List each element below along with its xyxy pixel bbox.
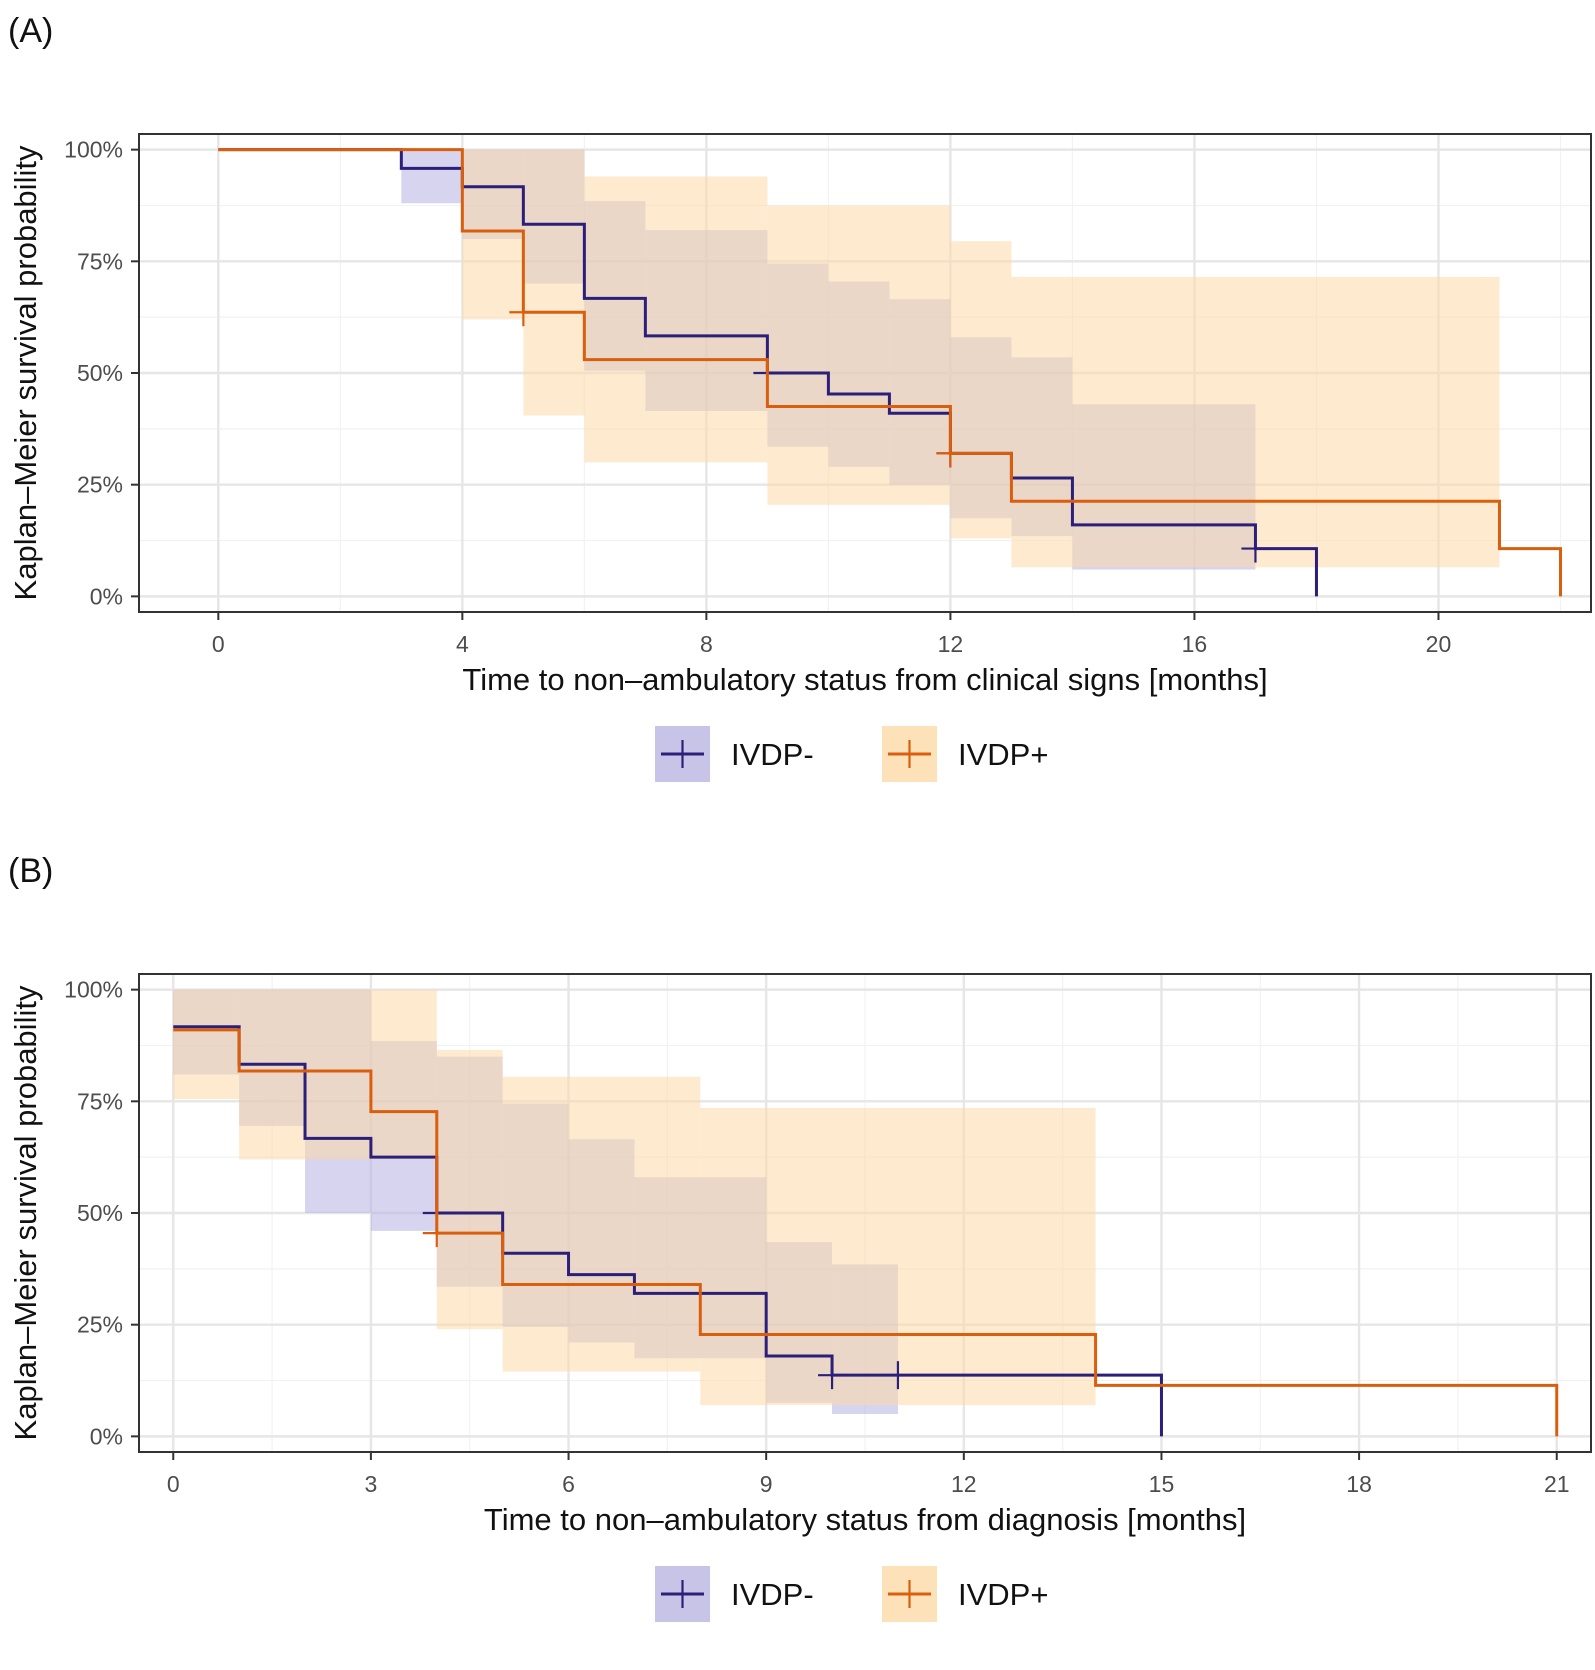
y-tick-label: 75% [77, 1088, 123, 1114]
y-tick-label: 25% [77, 1312, 123, 1338]
ivdp-plus-ci-band [436, 1049, 503, 1330]
x-tick-label: 8 [700, 631, 713, 657]
y-tick-label: 50% [77, 360, 123, 386]
ivdp-plus-ci-band [173, 989, 240, 1100]
x-tick-label: 12 [938, 631, 964, 657]
ivdp-plus-ci-band [767, 205, 951, 505]
x-tick-label: 3 [364, 1471, 377, 1497]
x-tick-label: 0 [167, 1471, 180, 1497]
ivdp-plus-survival-line [173, 1028, 1559, 1437]
y-tick-label: 75% [77, 248, 123, 274]
x-tick-label: 12 [951, 1471, 977, 1497]
ivdp-minus-legend-label: IVDP- [731, 737, 814, 772]
ivdp-plus-survival-line [218, 148, 1562, 597]
ivdp-plus-ci-band [462, 149, 524, 320]
ivdp-minus-legend-label: IVDP- [731, 1577, 814, 1612]
ivdp-plus-legend-label: IVDP+ [958, 737, 1048, 772]
x-tick-label: 4 [456, 631, 469, 657]
legend: IVDP- IVDP+ [655, 1566, 1048, 1622]
y-tick-label: 50% [77, 1200, 123, 1226]
ivdp-minus-ci-band [401, 149, 463, 204]
y-tick-label: 100% [64, 977, 123, 1003]
ivdp-plus-ci-band [502, 1076, 701, 1372]
x-axis-title: Time to non–ambulatory status from clini… [462, 662, 1267, 697]
y-axis-title: Kaplan–Meier survival probability [8, 145, 43, 600]
x-tick-label: 0 [212, 631, 225, 657]
ivdp-plus-ci-band [523, 149, 585, 416]
panel-label: (A) [8, 12, 53, 50]
y-axis-title: Kaplan–Meier survival probability [8, 985, 43, 1440]
ivdp-plus-ci-band [700, 1108, 1096, 1406]
ivdp-plus-ci-band [1011, 276, 1500, 568]
x-tick-label: 9 [760, 1471, 773, 1497]
panel-b: (B) 0% 25% 50% 75% 100% 0 3 6 9 12 15 18 21 Time to no… [8, 852, 1592, 1622]
y-tick-label: 0% [90, 1423, 123, 1449]
ivdp-plus-ci-band [950, 241, 1012, 539]
ivdp-plus-ci-band [239, 989, 437, 1160]
x-tick-label: 6 [562, 1471, 575, 1497]
x-tick-label: 21 [1544, 1471, 1570, 1497]
y-tick-label: 0% [90, 583, 123, 609]
panel-a: (A) 0% 25% 50% 75% 100% 0 4 8 12 16 20 Time to non–a… [8, 12, 1592, 782]
ivdp-plus-ci-band [584, 176, 768, 463]
x-axis-title: Time to non–ambulatory status from diagn… [484, 1502, 1246, 1537]
panel-label: (B) [8, 852, 53, 890]
y-tick-label: 100% [64, 137, 123, 163]
legend: IVDP- IVDP+ [655, 726, 1048, 782]
x-tick-label: 15 [1149, 1471, 1175, 1497]
x-tick-label: 20 [1426, 631, 1452, 657]
y-tick-label: 25% [77, 472, 123, 498]
ivdp-plus-legend-label: IVDP+ [958, 1577, 1048, 1612]
x-tick-label: 18 [1346, 1471, 1372, 1497]
ivdp-minus-survival-line [218, 148, 1318, 597]
x-tick-label: 16 [1182, 631, 1208, 657]
